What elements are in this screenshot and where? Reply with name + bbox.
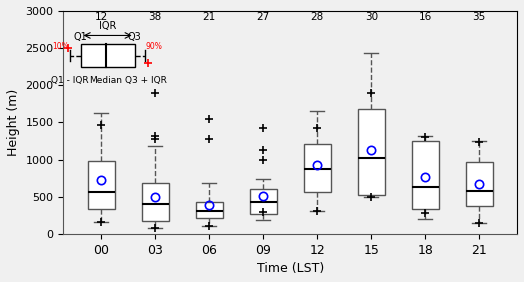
PathPatch shape [141, 183, 169, 221]
Bar [81, 44, 135, 67]
PathPatch shape [358, 109, 385, 195]
Text: 90%: 90% [146, 42, 163, 51]
PathPatch shape [466, 162, 493, 206]
PathPatch shape [250, 189, 277, 215]
Text: 30: 30 [365, 12, 378, 22]
Text: IQR: IQR [99, 21, 116, 31]
Text: Q1 - IQR: Q1 - IQR [51, 76, 89, 85]
Text: 28: 28 [311, 12, 324, 22]
PathPatch shape [412, 141, 439, 209]
Text: Q1: Q1 [74, 32, 88, 42]
PathPatch shape [304, 144, 331, 192]
Text: 21: 21 [203, 12, 216, 22]
PathPatch shape [88, 161, 115, 208]
Text: Q3: Q3 [128, 32, 141, 42]
Text: Median: Median [90, 76, 123, 85]
Text: 35: 35 [473, 12, 486, 22]
X-axis label: Time (LST): Time (LST) [257, 262, 324, 275]
Text: 12: 12 [94, 12, 108, 22]
Text: 38: 38 [148, 12, 162, 22]
Y-axis label: Height (m): Height (m) [7, 89, 20, 156]
Text: 27: 27 [257, 12, 270, 22]
Text: 10%: 10% [52, 42, 69, 51]
PathPatch shape [195, 202, 223, 218]
Text: 16: 16 [419, 12, 432, 22]
Text: Q3 + IQR: Q3 + IQR [125, 76, 167, 85]
